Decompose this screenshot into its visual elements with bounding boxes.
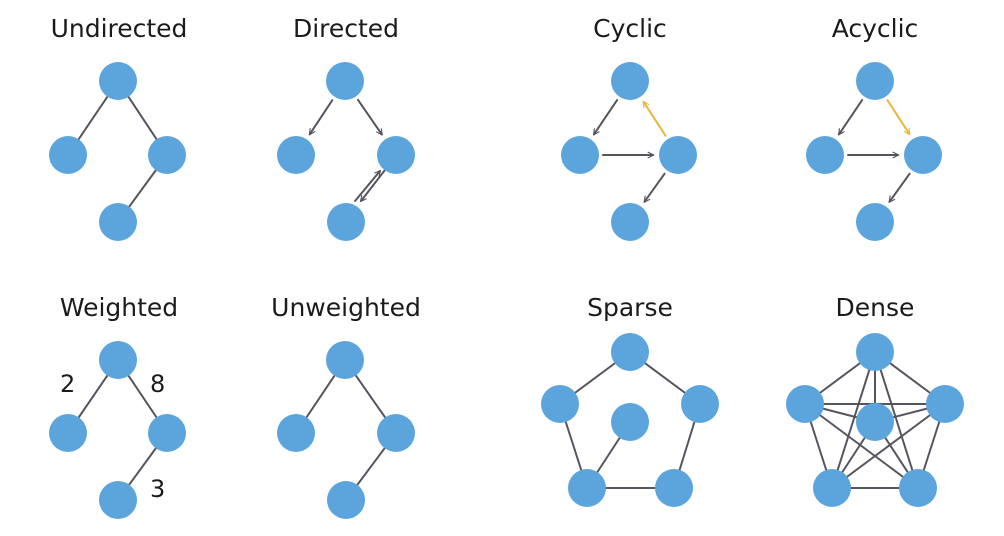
undirected-node-0 <box>99 62 137 100</box>
undirected-node-1 <box>49 136 87 174</box>
acyclic-node-1 <box>806 136 844 174</box>
weight-label-8: 8 <box>150 370 165 398</box>
unweighted-node-0 <box>326 341 364 379</box>
dense-edge-2 <box>831 351 876 489</box>
weighted-node-3 <box>99 481 137 519</box>
unweighted-node-3 <box>327 481 365 519</box>
weight-label-2: 2 <box>60 370 75 398</box>
weighted-node-0 <box>99 341 137 379</box>
sparse-node-0 <box>611 333 649 371</box>
title-sparse: Sparse <box>587 293 673 322</box>
title-undirected: Undirected <box>50 14 188 43</box>
title-cyclic: Cyclic <box>593 14 667 43</box>
cyclic-node-3 <box>611 203 649 241</box>
cyclic-edge-0 <box>592 99 619 136</box>
directed-node-1 <box>277 136 315 174</box>
title-acyclic: Acyclic <box>831 14 919 43</box>
cyclic-node-1 <box>561 136 599 174</box>
dense-edge-3 <box>874 351 919 489</box>
dense-node-2 <box>926 385 964 423</box>
unweighted-node-2 <box>377 414 415 452</box>
directed-node-2 <box>377 136 415 174</box>
cyclic-edge-3 <box>643 172 666 203</box>
cyclic-edge-2 <box>642 100 667 137</box>
sparse-node-1 <box>541 385 579 423</box>
cyclic-node-2 <box>659 136 697 174</box>
dense-edge-7 <box>804 403 919 489</box>
dense-node-0 <box>856 333 894 371</box>
undirected-node-2 <box>148 136 186 174</box>
directed-node-3 <box>327 203 365 241</box>
unweighted-node-1 <box>277 414 315 452</box>
directed-edge-3 <box>354 169 382 202</box>
undirected-node-3 <box>99 203 137 241</box>
dense-node-5 <box>856 403 894 441</box>
directed-node-0 <box>326 62 364 100</box>
acyclic-edge-0 <box>837 99 864 136</box>
title-unweighted: Unweighted <box>271 293 421 322</box>
sparse-node-2 <box>681 385 719 423</box>
weight-label-3: 3 <box>150 475 165 503</box>
title-directed: Directed <box>292 14 400 43</box>
acyclic-edge-2 <box>886 99 911 136</box>
title-weighted: Weighted <box>59 293 179 322</box>
directed-edge-0 <box>308 99 334 136</box>
directed-edge-1 <box>357 98 383 136</box>
dense-node-1 <box>786 385 824 423</box>
acyclic-node-3 <box>856 203 894 241</box>
directed-edge-2 <box>360 169 386 203</box>
cyclic-node-0 <box>611 62 649 100</box>
weighted-node-1 <box>49 414 87 452</box>
weighted-node-2 <box>148 414 186 452</box>
sparse-node-4 <box>655 469 693 507</box>
title-dense: Dense <box>835 293 915 322</box>
dense-node-4 <box>899 469 937 507</box>
sparse-node-3 <box>568 469 606 507</box>
dense-edge-9 <box>831 403 946 489</box>
acyclic-node-0 <box>856 62 894 100</box>
acyclic-edge-3 <box>888 172 911 203</box>
acyclic-node-2 <box>904 136 942 174</box>
dense-node-3 <box>813 469 851 507</box>
sparse-node-5 <box>611 403 649 441</box>
